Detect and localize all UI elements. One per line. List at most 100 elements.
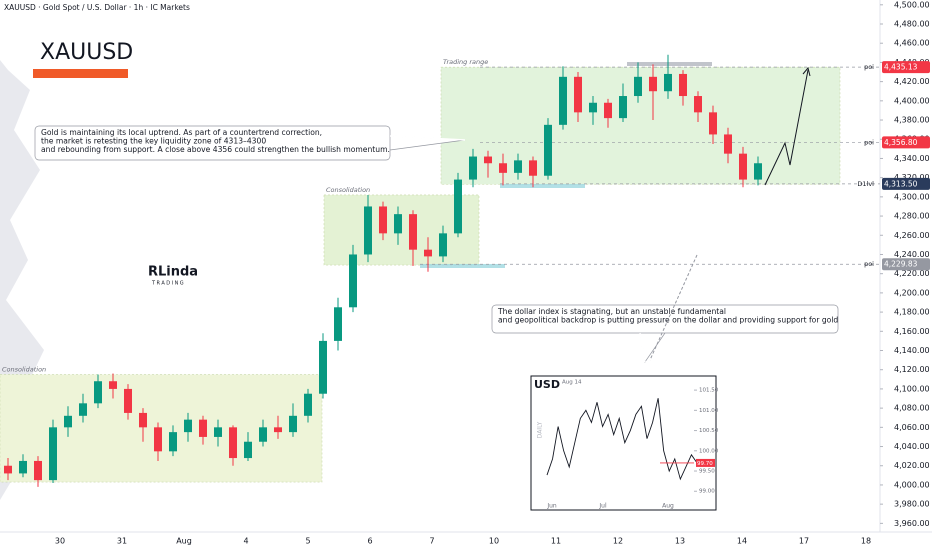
candle-body	[574, 76, 582, 113]
candle-body	[514, 160, 522, 173]
price-tag-label: 4,435.13	[884, 63, 918, 72]
candle-body	[529, 160, 537, 176]
inset-x-tick-label: Jun	[546, 503, 557, 510]
candle-body	[484, 156, 492, 164]
logo: RLinda	[148, 265, 198, 280]
y-tick-label: 4,500.00	[894, 0, 930, 9]
candle-body	[214, 427, 222, 437]
candle-body	[454, 179, 462, 234]
y-tick-label: 4,460.00	[894, 39, 930, 48]
y-tick-label: 4,320.00	[894, 173, 930, 182]
y-tick-label: 4,280.00	[894, 212, 930, 221]
price-tag	[882, 177, 930, 190]
y-tick-label: 4,240.00	[894, 250, 930, 259]
candle-body	[124, 388, 132, 413]
candle-body	[739, 153, 747, 180]
candle-body	[334, 307, 342, 341]
inset-y-tick-label: 100.50	[699, 428, 719, 434]
symbol-bar	[33, 69, 128, 78]
candle-body	[424, 249, 432, 257]
level-name: poi	[864, 138, 874, 146]
liquidity-strip	[627, 62, 712, 66]
inset-y-tick-label: 99.00	[699, 489, 715, 495]
candle-body	[604, 102, 612, 119]
x-tick-label: 18	[861, 537, 871, 546]
inset-x-tick-label: Jul	[598, 503, 607, 510]
candle-body	[559, 76, 567, 125]
y-tick-label: 4,480.00	[894, 20, 930, 29]
callout-join	[389, 135, 466, 141]
header-title: XAUUSD · Gold Spot / U.S. Dollar · 1h · …	[4, 3, 190, 12]
y-tick-label: 4,420.00	[894, 77, 930, 86]
y-tick-label: 4,380.00	[894, 116, 930, 125]
inset-x-tick-label: Aug	[662, 503, 674, 510]
callout-text: Gold is maintaining its local uptrend. A…	[41, 128, 322, 137]
x-tick-label: 31	[117, 537, 127, 546]
y-tick-label: 4,160.00	[894, 327, 930, 336]
candle-body	[79, 403, 87, 416]
candle-body	[274, 427, 282, 433]
inset-y-tick-label: 101.50	[699, 388, 719, 394]
y-tick-label: 4,040.00	[894, 442, 930, 451]
candle-body	[469, 156, 477, 180]
candle-body	[619, 96, 627, 119]
price-tag-label: 4,356.80	[884, 138, 918, 147]
x-tick-label: 11	[551, 537, 561, 546]
price-tag	[882, 258, 930, 271]
arrow-head	[802, 66, 811, 77]
level-name: D1lvl	[857, 180, 874, 188]
inset-title: USD	[534, 378, 560, 391]
candle-body	[664, 73, 672, 92]
y-tick-label: 4,200.00	[894, 288, 930, 297]
y-tick-label: 4,180.00	[894, 308, 930, 317]
candle-body	[349, 254, 357, 308]
candle-body	[694, 96, 702, 113]
candle-body	[634, 76, 642, 97]
candle-body	[304, 393, 312, 416]
callout-text: The dollar index is stagnating, but an u…	[497, 307, 726, 316]
y-tick-label: 3,960.00	[894, 519, 930, 528]
candle-body	[4, 465, 12, 474]
candle-body	[724, 134, 732, 154]
x-tick-label: 17	[799, 537, 809, 546]
candle-body	[64, 415, 72, 428]
price-tag-label: 4,313.50	[884, 179, 918, 188]
y-tick-label: 4,080.00	[894, 404, 930, 413]
candle-body	[19, 460, 27, 474]
price-tag-label: 4,229.83	[884, 260, 918, 269]
candle-body	[34, 460, 42, 481]
x-tick-label: 4	[243, 537, 248, 546]
x-tick-label: 14	[737, 537, 747, 546]
inset-y-tick-label: 100.00	[699, 448, 719, 454]
callout-box	[34, 125, 391, 161]
candle-body	[364, 206, 372, 255]
y-tick-label: 4,400.00	[894, 96, 930, 105]
y-tick-label: 4,000.00	[894, 480, 930, 489]
y-tick-label: 4,100.00	[894, 384, 930, 393]
candle-body	[289, 415, 297, 433]
y-tick-label: 4,260.00	[894, 231, 930, 240]
inset-frame	[530, 375, 717, 511]
candle-body	[649, 76, 657, 92]
logo-sub: TRADING	[151, 281, 185, 287]
candle-body	[229, 427, 237, 459]
candle-body	[94, 381, 102, 404]
zone-label: Consolidation	[2, 366, 46, 374]
y-tick-label: 4,300.00	[894, 192, 930, 201]
level-name: poi	[864, 63, 874, 71]
candle-body	[139, 412, 147, 428]
inset-last-label: 99.70	[697, 461, 713, 467]
candle-body	[244, 441, 252, 459]
inset-line	[546, 398, 698, 481]
inset-last-tag	[696, 458, 715, 467]
y-tick-label: 4,120.00	[894, 365, 930, 374]
y-tick-label: 4,140.00	[894, 346, 930, 355]
candle-body	[49, 427, 57, 481]
candle-body	[259, 427, 267, 442]
candle-body	[184, 419, 192, 433]
callout-join	[639, 332, 646, 363]
pointer-line	[649, 254, 698, 361]
x-tick-label: 7	[429, 537, 434, 546]
candle-body	[319, 340, 327, 394]
inset-date: Aug 14	[562, 380, 582, 386]
